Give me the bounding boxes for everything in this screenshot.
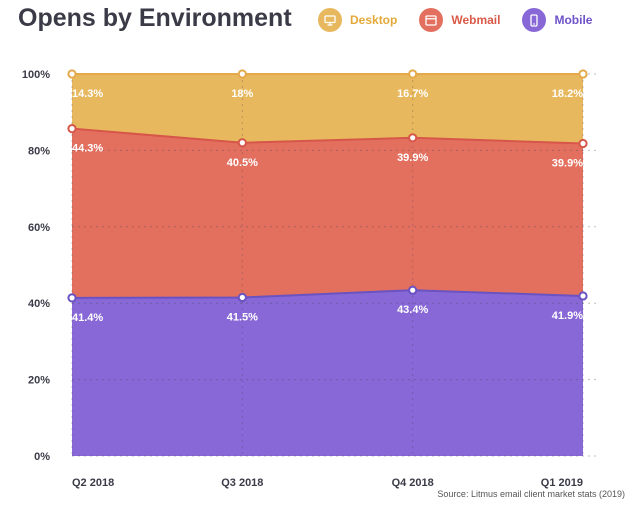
y-tick-label: 0% [34, 451, 50, 463]
data-point-mobile [408, 285, 418, 295]
x-tick-label: Q3 2018 [221, 477, 263, 489]
data-label-webmail: 39.9% [552, 158, 583, 170]
legend-item-desktop: Desktop [318, 8, 397, 32]
data-label-mobile: 43.4% [397, 304, 428, 316]
legend: Desktop Webmail Mobile [318, 8, 592, 32]
y-tick-label: 80% [28, 145, 50, 157]
monitor-icon [318, 8, 342, 32]
legend-label-mobile: Mobile [554, 13, 593, 27]
series-line-webmail [71, 127, 584, 145]
data-label-webmail: 39.9% [397, 152, 428, 164]
data-label-webmail: 44.3% [72, 143, 103, 155]
data-point-webmail [578, 138, 588, 149]
data-point-mobile [578, 291, 588, 301]
x-tick-label: Q2 2018 [72, 477, 114, 489]
data-point-mobile [67, 293, 77, 303]
data-point-desktop [408, 69, 418, 79]
y-tick-label: 60% [28, 222, 50, 234]
data-point-webmail [237, 138, 247, 148]
data-label-desktop: 16.7% [397, 88, 428, 100]
data-label-webmail: 40.5% [227, 157, 258, 169]
legend-label-desktop: Desktop [350, 13, 398, 27]
smartphone-icon [522, 8, 547, 32]
data-point-desktop [237, 69, 247, 79]
chart-title: Opens by Environment [18, 4, 292, 32]
data-label-desktop: 18% [231, 88, 253, 100]
series-line-mobile [71, 289, 584, 299]
data-point-desktop [67, 69, 77, 79]
legend-item-webmail: Webmail [419, 8, 500, 32]
data-label-desktop: 18.2% [552, 88, 583, 100]
source-note: Source: Litmus email client market stats… [437, 489, 625, 499]
x-tick-label: Q1 2019 [541, 477, 583, 489]
data-label-mobile: 41.5% [227, 311, 258, 323]
data-label-mobile: 41.4% [72, 312, 103, 324]
data-point-desktop [578, 69, 588, 79]
browser-window-icon [419, 8, 444, 32]
area-webmail [72, 128, 583, 298]
data-label-mobile: 41.9% [552, 310, 583, 322]
area-desktop [72, 74, 583, 144]
data-label-desktop: 14.3% [72, 88, 103, 100]
legend-label-webmail: Webmail [451, 13, 501, 27]
y-tick-label: 40% [28, 298, 50, 310]
area-mobile [72, 290, 583, 456]
x-tick-label: Q4 2018 [392, 477, 434, 489]
data-point-webmail [67, 124, 77, 134]
data-point-webmail [408, 133, 418, 143]
legend-item-mobile: Mobile [522, 8, 592, 32]
data-point-mobile [237, 292, 247, 303]
y-tick-label: 20% [28, 375, 50, 387]
y-tick-label: 100% [22, 69, 50, 81]
